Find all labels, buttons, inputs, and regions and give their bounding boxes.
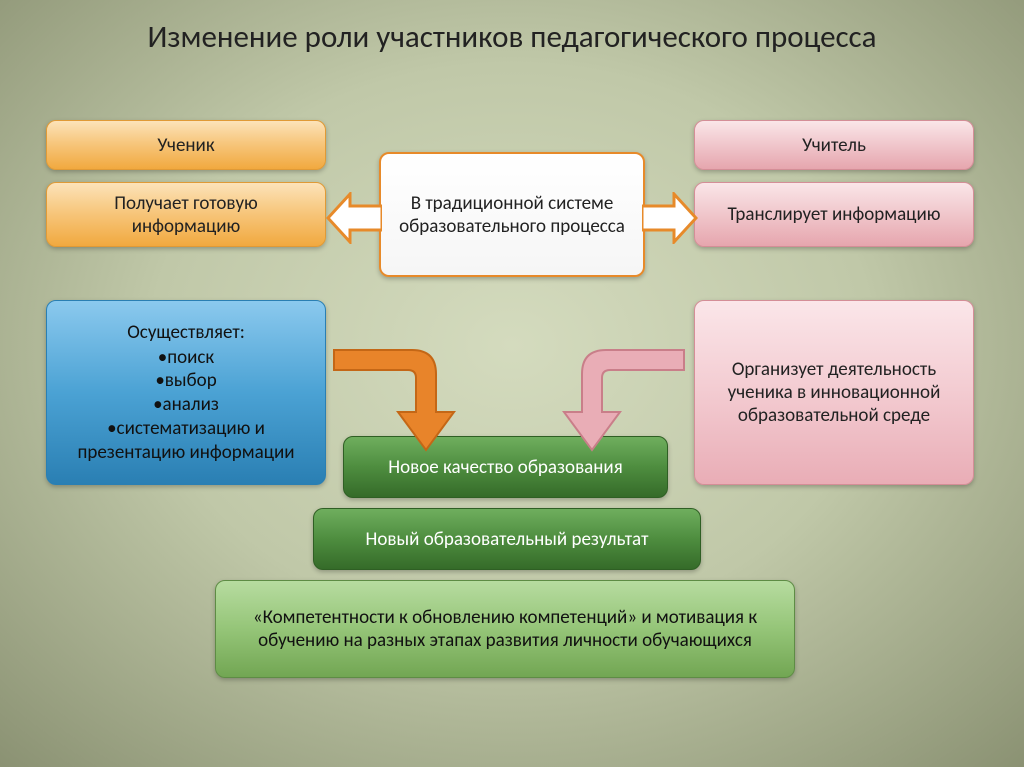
box-student-activities: Осуществляет: •поиск•выбор•анализ•систем… [46,300,326,485]
blue-list: •поиск•выбор•анализ•систематизацию и пре… [63,346,309,465]
box-student: Ученик [46,120,326,170]
box-new-result: Новый образовательный результат [313,508,701,570]
page-title: Изменение роли участников педагогическог… [0,18,1024,57]
blue-list-item: •систематизацию и презентацию информации [63,417,309,465]
blue-list-item: •поиск [63,346,309,370]
box-transmits: Транслирует информацию [694,182,974,247]
blue-list-item: •выбор [63,369,309,393]
box-center: В традиционной системе образовательного … [379,152,645,277]
box-teacher-organizes: Организует деятельность ученика в иннова… [694,300,974,485]
box-gets-info: Получает готовую информацию [46,182,326,247]
arrow-bent-pink-icon [552,342,692,462]
box-competencies: «Компетентности к обновлению компетенций… [215,580,795,678]
arrow-left-icon [326,192,382,244]
blue-list-item: •анализ [63,393,309,417]
arrow-bent-orange-icon [326,342,466,462]
blue-header: Осуществляет: [63,321,309,344]
arrow-right-icon [642,192,698,244]
box-teacher: Учитель [694,120,974,170]
